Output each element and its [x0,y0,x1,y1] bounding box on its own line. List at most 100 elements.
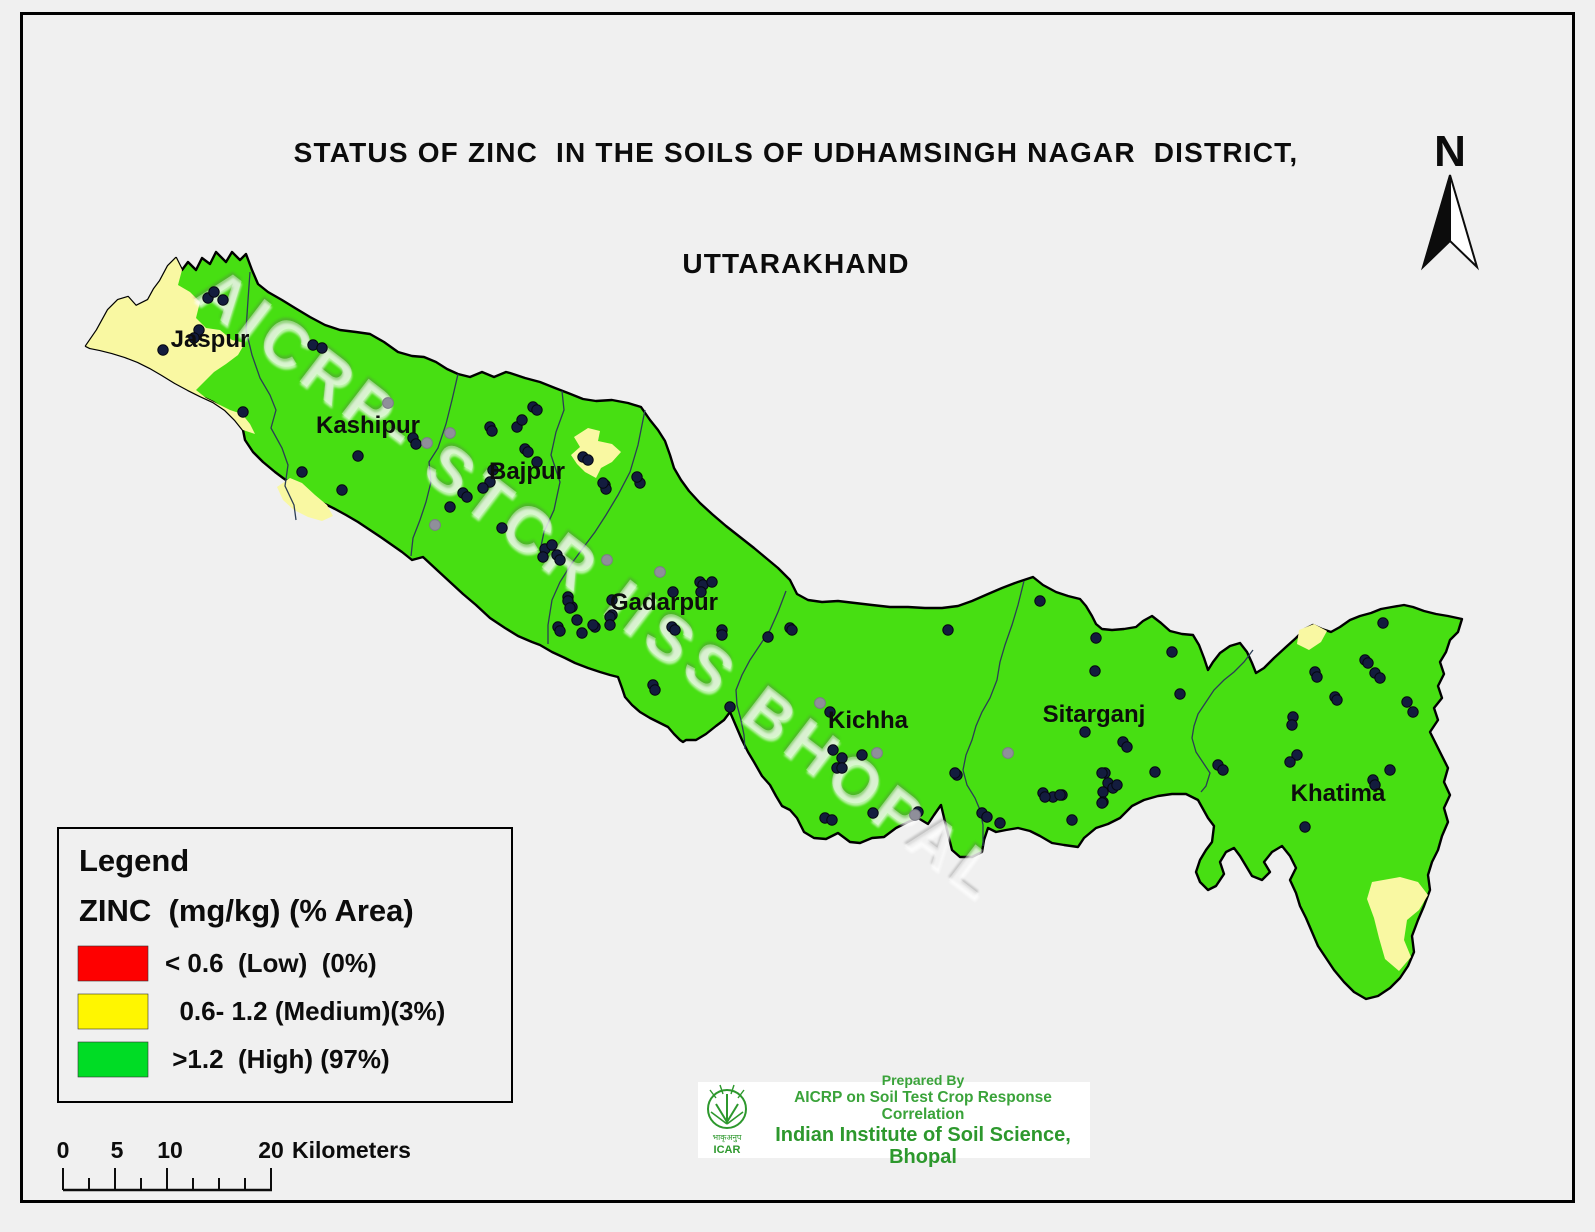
sample-point [522,446,534,458]
sample-point [667,586,679,598]
sample-point [631,471,643,483]
block-boundary-line [1191,649,1254,793]
region-labels-layer: Jaspur Kashipur Bajpur Gadarpur Kichha Sitarg… [171,326,1386,807]
region-label-gadarpur: Gadarpur [610,589,718,616]
sample-point [1039,791,1051,803]
legend-label-low: < 0.6 (Low) (0%) [165,947,377,978]
sample-point [1284,756,1296,768]
sample-point-gray [1002,747,1014,759]
sample-point [1286,719,1298,731]
sample-point [1034,595,1046,607]
sample-point [537,551,549,563]
scale-bar-tick-label: 5 [111,1137,124,1163]
block-boundary-line [547,409,646,644]
region-label-kichha: Kichha [828,707,909,734]
sample-point [716,629,728,641]
sample-point [1089,665,1101,677]
icar-logo-hindi-text: भाकृअनुप [713,1133,742,1143]
sample-point [296,466,308,478]
block-boundary-line [962,580,1025,846]
medium-zinc-patch [86,258,255,434]
sample-point-gray [871,747,883,759]
sample-point [554,554,566,566]
sample-point [669,624,681,636]
sample-point [487,464,499,476]
sample-point [606,594,618,606]
sample-point [1311,671,1323,683]
sample-point [1369,779,1381,791]
sample-point [867,807,879,819]
medium-zinc-patch [277,478,333,521]
sample-point [1384,764,1396,776]
sample-point [1111,779,1123,791]
region-label-sitarganj: Sitarganj [1043,701,1146,728]
legend-subtitle: ZINC (mg/kg) (% Area) [79,893,414,928]
sample-point [786,624,798,636]
legend-box: Legend ZINC (mg/kg) (% Area) < 0.6 (Low)… [57,827,513,1103]
sample-point [836,762,848,774]
sample-point [564,602,576,614]
sample-point [1090,632,1102,644]
scale-bar-tick-label: 10 [157,1137,183,1163]
sample-point [546,539,558,551]
icar-logo-acronym: ICAR [714,1144,741,1156]
sample-point [576,627,588,639]
scale-bar-tick-label: 0 [57,1137,70,1163]
sample-point [1401,696,1413,708]
sample-point [188,332,200,344]
scale-bar-tick-label: 20 [258,1137,284,1163]
medium-zinc-patches [86,258,1428,971]
sample-point [531,404,543,416]
gray-sample-points-layer [382,397,1014,821]
footer-org-line1: AICRP on Soil Test Crop Response Correla… [794,1089,1052,1124]
sample-point [554,625,566,637]
region-label-bajpur: Bajpur [489,458,565,485]
sample-point [1097,786,1109,798]
sample-point [1174,688,1186,700]
sample-point [1121,741,1133,753]
legend-row-medium: 0.6- 1.2 (Medium)(3%) [77,987,511,1035]
region-label-khatima: Khatima [1291,780,1386,807]
footer-org-line2: Indian Institute of Soil Science, Bhopal [775,1123,1071,1169]
sample-point [1374,672,1386,684]
sample-point [826,814,838,826]
sample-point [994,817,1006,829]
sample-point [942,624,954,636]
medium-zinc-patch [1367,877,1428,971]
sample-point [1054,789,1066,801]
region-label-kashipur: Kashipur [316,412,420,439]
sample-point [496,522,508,534]
medium-zinc-patch [571,428,621,478]
sample-point [836,752,848,764]
sample-point-gray [601,554,613,566]
page-title: STATUS OF ZINC IN THE SOILS OF UDHAMSING… [20,60,1572,319]
region-label-jaspur: Jaspur [171,326,250,353]
block-boundary-line [539,390,565,552]
legend-row-low: < 0.6 (Low) (0%) [77,939,511,987]
sample-point [706,576,718,588]
sample-point [1407,706,1419,718]
sample-point [695,586,707,598]
sample-point [571,614,583,626]
sample-point [1066,814,1078,826]
legend-swatch-high [77,1041,149,1077]
medium-zinc-patch [1297,624,1327,650]
sample-point [1217,764,1229,776]
sample-point [461,491,473,503]
sample-point [531,456,543,468]
sample-point [486,425,498,437]
north-arrow: N [1420,127,1480,271]
sample-point [1096,767,1108,779]
sample-point-gray [421,437,433,449]
sample-points-layer [157,286,1419,833]
north-arrow-right-half [1449,174,1480,271]
sample-point [1362,657,1374,669]
block-boundary-line [410,373,459,557]
sample-point [1377,617,1389,629]
sample-point [827,744,839,756]
legend-label-high: >1.2 (High) (97%) [165,1043,390,1074]
sample-point [1299,821,1311,833]
sample-point [1291,749,1303,761]
sample-point [516,414,528,426]
